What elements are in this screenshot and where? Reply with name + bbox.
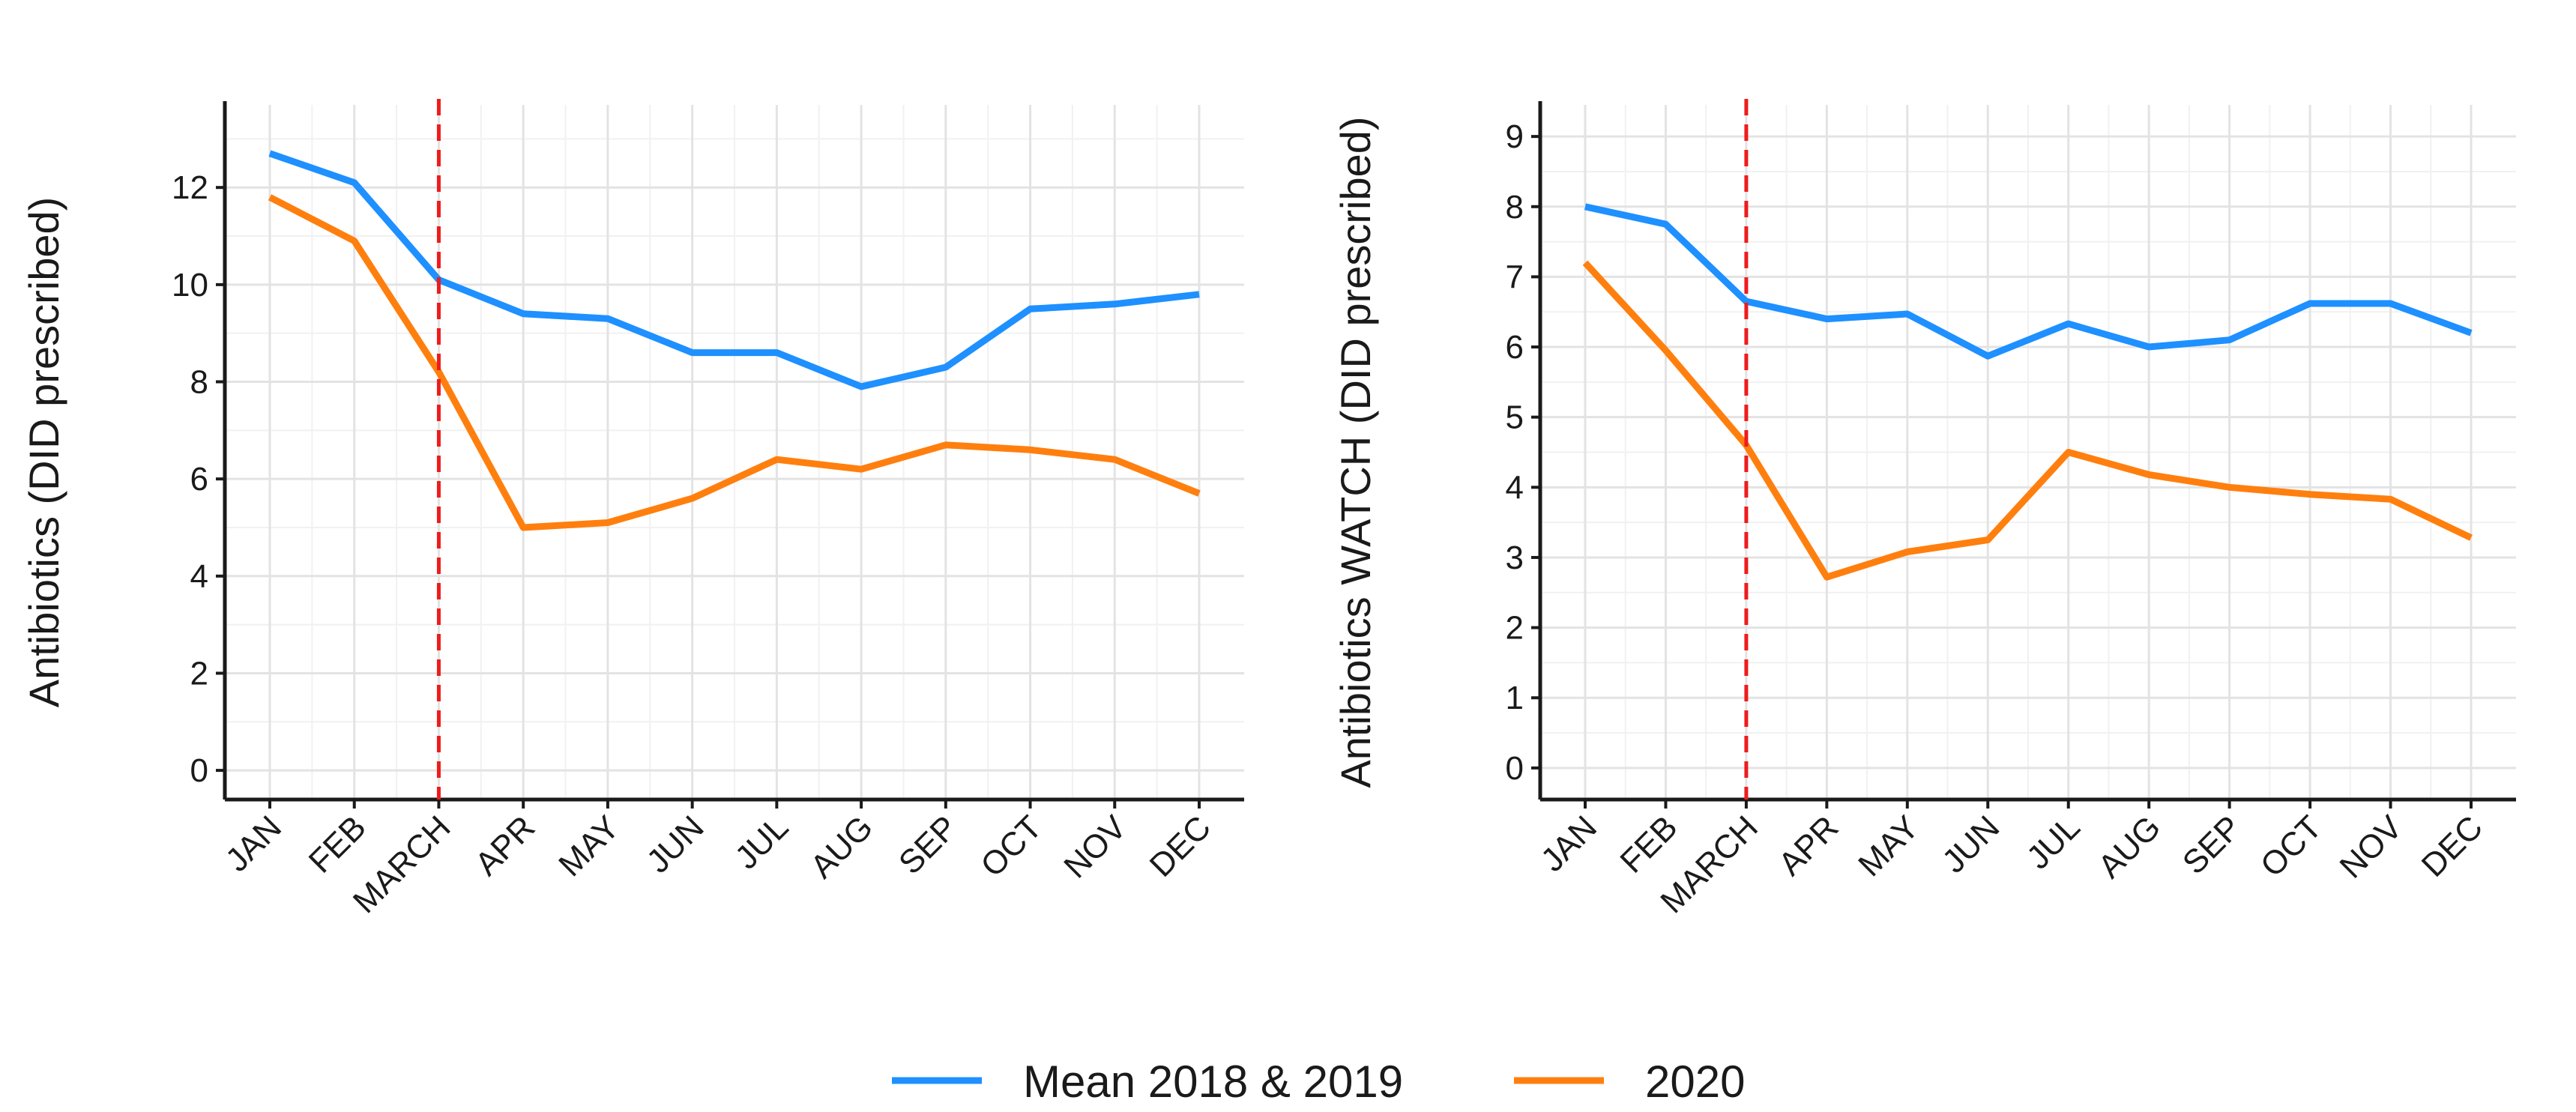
series-line-2020 <box>1582 260 2473 581</box>
x-tick-label: JAN <box>219 809 289 878</box>
x-tick-label: JUL <box>2020 809 2087 876</box>
y-tick-label: 2 <box>1506 610 1524 647</box>
x-tick-label: AUG <box>2091 809 2168 885</box>
y-tick-label: 0 <box>190 752 208 789</box>
x-tick-label: MAY <box>552 809 627 883</box>
y-tick-label: 12 <box>172 169 208 206</box>
x-tick-label: DEC <box>1143 809 1218 883</box>
x-tick-label: APR <box>468 809 543 883</box>
series-line-mean <box>268 150 1200 390</box>
y-tick-label: 4 <box>190 558 208 595</box>
y-tick-label: 2 <box>190 655 208 692</box>
x-tick-label: JUN <box>640 809 711 880</box>
series-line-mean <box>1584 203 2473 360</box>
x-tick-label: SEP <box>892 809 965 881</box>
x-tick-label: DEC <box>2415 809 2490 883</box>
y-tick-label: 4 <box>1506 469 1524 506</box>
y-tick-label: 7 <box>1506 259 1524 295</box>
y-tick-label: 0 <box>1506 750 1524 787</box>
x-tick-label: OCT <box>974 809 1049 883</box>
x-tick-label: APR <box>1772 809 1846 883</box>
legend-label-mean: Mean 2018 & 2019 <box>1023 1057 1403 1107</box>
y-tick-label: 6 <box>1506 329 1524 366</box>
y-tick-label: 10 <box>172 267 208 303</box>
x-tick-label: NOV <box>1057 809 1134 886</box>
y-tick-label: 6 <box>190 461 208 498</box>
y-axis-label: Antibiotics WATCH (DID prescribed) <box>1332 116 1379 788</box>
y-axis-label: Antibiotics (DID prescribed) <box>20 197 67 708</box>
x-tick-label: NOV <box>2333 809 2410 886</box>
y-tick-label: 9 <box>1506 118 1524 155</box>
legend-label-2020: 2020 <box>1645 1057 1745 1107</box>
x-tick-label: OCT <box>2254 809 2329 883</box>
x-tick-label: AUG <box>803 809 880 885</box>
legend: Mean 2018 & 2019 2020 <box>892 1057 1745 1107</box>
y-tick-label: 5 <box>1506 399 1524 436</box>
x-tick-label: SEP <box>2176 809 2248 881</box>
x-tick-label: FEB <box>1613 809 1684 880</box>
y-tick-label: 1 <box>1506 680 1524 716</box>
y-tick-label: 3 <box>1506 540 1524 576</box>
y-tick-label: 8 <box>190 364 208 401</box>
series-line-2020 <box>268 194 1201 531</box>
x-tick-label: JAN <box>1534 809 1604 878</box>
x-tick-label: JUN <box>1935 809 2006 880</box>
x-tick-label: FEB <box>302 809 373 880</box>
x-tick-label: JUL <box>728 809 795 876</box>
y-tick-label: 8 <box>1506 189 1524 226</box>
x-tick-label: MAY <box>1851 809 1926 883</box>
